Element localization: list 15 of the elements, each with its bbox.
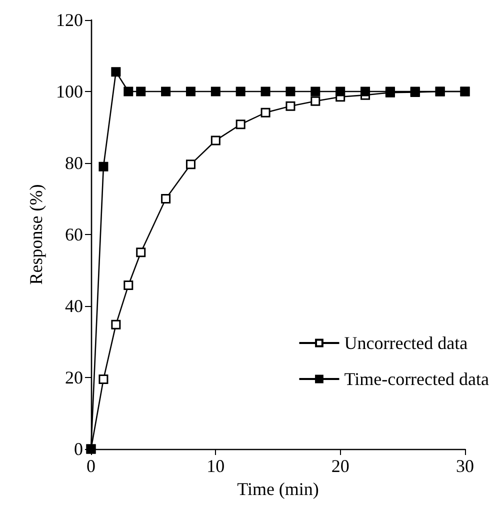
y-tick-label: 120 [56,10,83,30]
y-tick-label: 80 [65,153,83,173]
x-tick-label: 20 [331,456,350,476]
y-tick-label: 20 [65,368,83,388]
y-tick-label: 100 [56,82,83,102]
legend-label: Time-corrected data [344,369,490,389]
y-axis-title: Response (%) [26,184,46,285]
legend-label: Uncorrected data [344,333,468,353]
x-tick-label: 30 [456,456,474,476]
y-tick-label: 40 [65,296,83,316]
y-tick-label: 60 [65,224,83,244]
x-axis-title: Time (min) [237,478,319,499]
y-tick-label: 0 [74,439,83,459]
x-tick-label: 0 [86,456,96,476]
x-tick-label: 10 [206,456,225,476]
